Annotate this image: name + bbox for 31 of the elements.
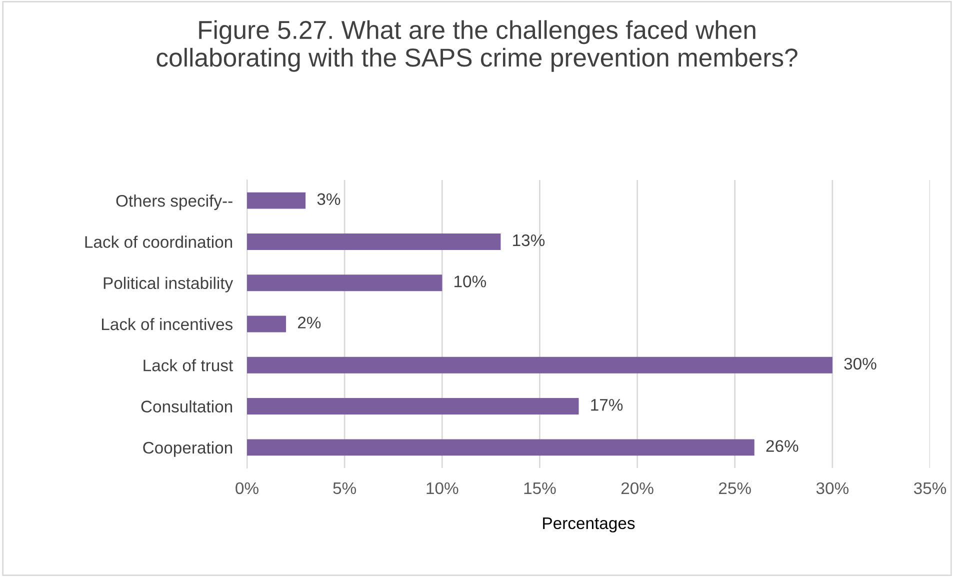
bar	[247, 316, 286, 332]
y-tick-label: Cooperation	[143, 441, 232, 457]
data-label: 10%	[454, 276, 486, 288]
data-label: 26%	[766, 440, 798, 452]
bar	[247, 356, 832, 374]
chart-title: Figure 5.27. What are the challenges faced when collaborating with the SAPS crime prevention members?	[156, 20, 798, 72]
data-label: 3%	[317, 193, 340, 206]
bar	[247, 398, 579, 415]
x-axis-title: Percentages	[543, 517, 635, 532]
x-tick-label: 30%	[816, 482, 849, 494]
bar	[247, 274, 442, 292]
y-tick-label: Lack of coordination	[85, 236, 232, 248]
x-tick-label: 0%	[236, 482, 258, 494]
bar	[247, 439, 754, 456]
x-tick-label: 5%	[333, 482, 356, 494]
y-tick-label: Lack of incentives	[102, 318, 233, 330]
data-label: 17%	[591, 399, 623, 411]
data-label: 2%	[298, 316, 321, 328]
x-tick-label: 20%	[621, 482, 654, 494]
x-tick-label: 35%	[914, 482, 946, 494]
data-label: 30%	[844, 358, 876, 370]
y-tick-label: Lack of trust	[144, 359, 233, 372]
bar	[247, 192, 306, 209]
bar	[247, 233, 501, 250]
data-label: 13%	[513, 234, 545, 246]
x-tick-label: 15%	[524, 482, 556, 494]
x-tick-label: 10%	[426, 482, 458, 494]
y-tick-label: Consultation	[141, 400, 232, 412]
x-tick-label: 25%	[719, 482, 751, 494]
y-tick-label: Political instability	[104, 276, 234, 292]
y-tick-label: Others specify--	[116, 194, 232, 210]
